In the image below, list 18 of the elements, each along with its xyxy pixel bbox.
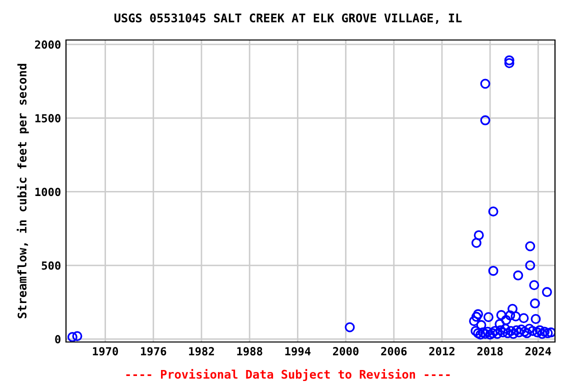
x-tick-label: 1976 bbox=[141, 347, 166, 356]
x-tick-label: 2012 bbox=[429, 347, 454, 356]
x-tick-label: 1970 bbox=[92, 347, 118, 356]
y-tick-label: 0 bbox=[55, 335, 60, 344]
y-tick-label: 1000 bbox=[35, 188, 60, 196]
x-tick-label: 1988 bbox=[237, 347, 262, 356]
y-axis-title: Streamflow, in cubic feet per second bbox=[16, 64, 29, 318]
x-tick-label: 2006 bbox=[381, 347, 407, 356]
text: ---- Provisional Data Subject to Revision ---- bbox=[126, 368, 450, 382]
y-tick-label: 500 bbox=[42, 261, 60, 270]
x-tick-label: 2000 bbox=[333, 347, 358, 356]
x-tick-label: 2024 bbox=[525, 347, 552, 356]
y-tick-label: 1500 bbox=[35, 114, 60, 122]
y-tick-label: 2000 bbox=[35, 40, 60, 49]
chart-title: USGS 05531045 SALT CREEK AT ELK GROVE VILLAGE, IL bbox=[114, 13, 462, 24]
x-tick-label: 1982 bbox=[189, 347, 214, 356]
x-tick-label: 2018 bbox=[477, 347, 503, 356]
x-tick-label: 1994 bbox=[285, 347, 311, 356]
